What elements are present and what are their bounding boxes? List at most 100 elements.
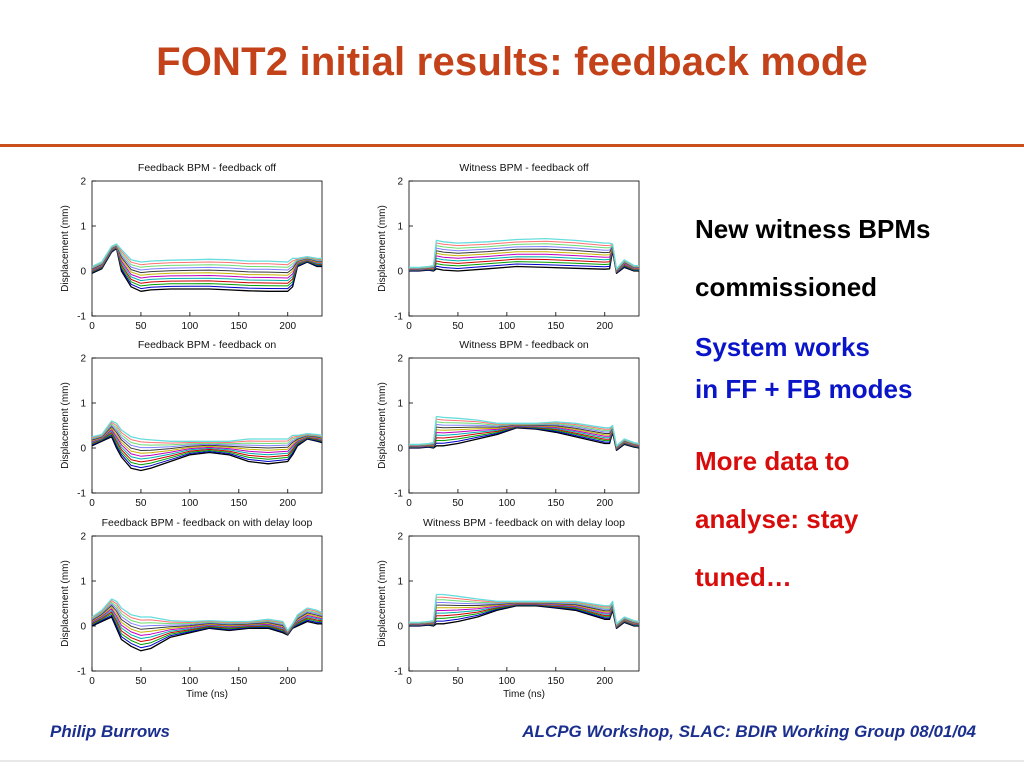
footer-event: ALCPG Workshop, SLAC: BDIR Working Group… xyxy=(522,722,976,741)
plot-title: Witness BPM - feedback on with delay loo… xyxy=(423,517,625,529)
x-tick-label: 200 xyxy=(279,321,296,332)
x-tick-label: 150 xyxy=(547,321,564,332)
plot-title: Feedback BPM - feedback on xyxy=(138,339,276,351)
trace-line xyxy=(409,593,640,625)
y-axis-label: Displacement (mm) xyxy=(60,382,71,469)
x-tick-label: 50 xyxy=(135,321,147,332)
y-tick-label: 1 xyxy=(80,222,86,233)
trace-line xyxy=(91,611,323,642)
x-tick-label: 0 xyxy=(406,321,412,332)
y-axis-label: Displacement (mm) xyxy=(60,560,71,647)
y-tick-label: 0 xyxy=(397,267,403,278)
trace-line xyxy=(91,427,323,454)
trace-line xyxy=(409,415,640,447)
x-tick-label: 0 xyxy=(89,498,95,509)
y-tick-label: 2 xyxy=(80,532,86,543)
trace-line xyxy=(91,433,323,466)
y-axis-label: Displacement (mm) xyxy=(377,205,388,292)
x-tick-label: 100 xyxy=(499,676,516,687)
trace-line xyxy=(91,423,323,446)
x-axis-label: Time (ns) xyxy=(503,689,545,700)
x-tick-label: 0 xyxy=(406,676,412,687)
x-tick-label: 150 xyxy=(230,498,247,509)
plot-title: Feedback BPM - feedback on with delay lo… xyxy=(102,517,313,529)
y-tick-label: 0 xyxy=(80,622,86,633)
bottom-divider xyxy=(0,760,1024,762)
x-tick-label: 100 xyxy=(182,321,199,332)
y-tick-label: -1 xyxy=(77,489,86,500)
x-tick-label: 50 xyxy=(452,321,464,332)
trace-line xyxy=(91,426,323,451)
bullet-witness-bpms: New witness BPMs commissioned xyxy=(695,200,1015,316)
y-tick-label: 1 xyxy=(80,577,86,588)
y-axis-label: Displacement (mm) xyxy=(377,382,388,469)
x-tick-label: 150 xyxy=(230,676,247,687)
x-tick-label: 50 xyxy=(452,676,464,687)
x-axis-label: Time (ns) xyxy=(186,689,228,700)
bullet-line: tuned… xyxy=(695,562,792,592)
y-tick-label: 2 xyxy=(80,354,86,365)
bullet-line: More data to xyxy=(695,446,850,476)
trace-line xyxy=(91,608,323,636)
y-tick-label: 0 xyxy=(80,444,86,455)
trace-line xyxy=(91,243,322,268)
y-tick-label: 2 xyxy=(397,532,403,543)
x-tick-label: 100 xyxy=(182,676,199,687)
y-tick-label: 1 xyxy=(397,577,403,588)
x-tick-label: 200 xyxy=(279,676,296,687)
plot-title: Witness BPM - feedback on xyxy=(459,339,589,351)
trace-line xyxy=(91,421,323,444)
y-axis-label: Displacement (mm) xyxy=(377,560,388,647)
y-tick-label: -1 xyxy=(394,489,403,500)
bullet-list: New witness BPMs commissioned System wor… xyxy=(695,200,1015,606)
trace-line xyxy=(91,614,323,649)
plot-frame xyxy=(91,357,323,494)
x-tick-label: 0 xyxy=(89,321,95,332)
plot-title: Witness BPM - feedback off xyxy=(459,162,588,174)
y-axis-label: Displacement (mm) xyxy=(60,205,71,292)
x-tick-label: 150 xyxy=(547,676,564,687)
y-tick-label: -1 xyxy=(77,312,86,323)
y-tick-label: 2 xyxy=(397,354,403,365)
trace-line xyxy=(91,429,323,457)
trace-line xyxy=(91,598,323,632)
trace-line xyxy=(91,606,323,633)
y-tick-label: 2 xyxy=(80,177,86,188)
trace-line xyxy=(409,237,639,270)
slide-title: FONT2 initial results: feedback mode xyxy=(156,40,868,84)
x-tick-label: 50 xyxy=(452,498,464,509)
x-tick-label: 50 xyxy=(135,498,147,509)
x-tick-label: 100 xyxy=(499,498,516,509)
trace-line xyxy=(91,436,323,472)
y-tick-label: 0 xyxy=(397,444,403,455)
x-tick-label: 200 xyxy=(596,321,613,332)
bullet-line: commissioned xyxy=(695,272,878,302)
plot-frame xyxy=(91,535,323,672)
footer-author: Philip Burrows xyxy=(50,722,170,741)
x-tick-label: 200 xyxy=(596,676,613,687)
bullet-line: in FF + FB modes xyxy=(695,374,913,404)
trace-line xyxy=(91,616,322,652)
plot-title: Feedback BPM - feedback off xyxy=(138,162,276,174)
x-tick-label: 0 xyxy=(406,498,412,509)
y-tick-label: 2 xyxy=(397,177,403,188)
trace-line xyxy=(91,430,323,460)
trace-line xyxy=(91,432,323,463)
x-tick-label: 150 xyxy=(547,498,564,509)
y-tick-label: -1 xyxy=(394,312,403,323)
plot-frame xyxy=(408,180,640,317)
x-tick-label: 100 xyxy=(182,498,199,509)
bullet-more-data: More data to analyse: stay tuned… xyxy=(695,432,1015,606)
title-divider xyxy=(0,144,1024,147)
x-tick-label: 150 xyxy=(230,321,247,332)
x-tick-label: 50 xyxy=(135,676,147,687)
y-tick-label: -1 xyxy=(394,667,403,678)
bullet-system-works: System works in FF + FB modes xyxy=(695,326,1015,410)
bullet-line: System works xyxy=(695,332,870,362)
y-tick-label: -1 xyxy=(77,667,86,678)
y-tick-label: 1 xyxy=(80,399,86,410)
trace-line xyxy=(91,613,323,646)
x-tick-label: 0 xyxy=(89,676,95,687)
y-tick-label: 1 xyxy=(397,399,403,410)
x-tick-label: 200 xyxy=(596,498,613,509)
